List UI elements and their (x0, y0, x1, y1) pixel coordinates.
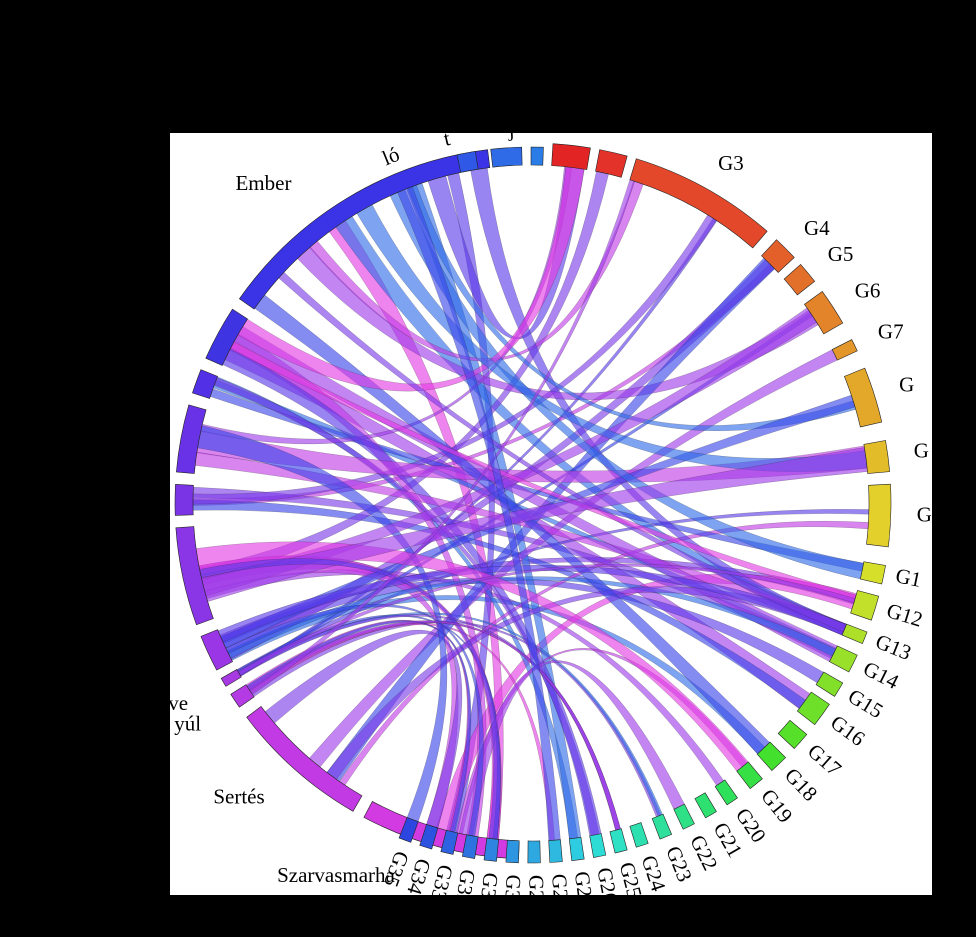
segment-label: ló (379, 142, 403, 170)
genotype-segment (863, 440, 890, 474)
top-segment (530, 146, 544, 166)
genotype-segment (483, 837, 499, 862)
genotype-segment (651, 813, 673, 840)
segment-label: G1 (894, 563, 924, 592)
segment-label: G28 (547, 873, 573, 895)
host-segment (200, 629, 233, 671)
segment-label: Ember (235, 171, 291, 195)
genotype-segment (756, 741, 786, 771)
host-segment (220, 669, 242, 687)
segment-label: G27 (570, 870, 599, 895)
genotype-segment (505, 839, 520, 864)
genotype-segment (804, 290, 844, 335)
host-segment (176, 404, 207, 474)
genotype-segment (783, 264, 816, 296)
genotype-segment (777, 719, 808, 749)
segment-label: G (899, 373, 914, 397)
genotype-segment (831, 339, 858, 361)
genotype-segment (440, 829, 459, 855)
segment-label: G14 (860, 656, 904, 694)
genotype-segment (859, 561, 886, 585)
top-segment (490, 146, 523, 168)
genotype-segment (551, 143, 591, 170)
genotype-segment (829, 645, 858, 673)
genotype-segment (841, 623, 868, 645)
segment-label: Sertés (213, 785, 264, 809)
genotype-segment (673, 803, 695, 830)
segment-label: dve (170, 691, 188, 715)
segment-label: yúl (174, 711, 201, 735)
segment-label: G12 (884, 598, 926, 632)
segment-label: t (441, 133, 452, 151)
genotype-segment (736, 761, 763, 790)
genotype-segment (595, 149, 628, 178)
segment-label: G16 (826, 710, 869, 751)
host-segment (205, 308, 248, 366)
genotype-segment (548, 839, 563, 863)
genotype-segment (843, 367, 883, 428)
genotype-segment (815, 671, 844, 697)
genotype-segment (796, 691, 830, 726)
chord-ribbon (248, 622, 555, 841)
genotype-segment (629, 158, 768, 249)
genotype-segment (461, 834, 479, 859)
segments-layer (174, 143, 892, 864)
top-segment (456, 151, 479, 173)
genotype-segment (568, 836, 585, 862)
genotype-segment (850, 590, 880, 621)
host-segment (230, 684, 255, 708)
segment-label: G31 (475, 871, 503, 895)
segment-label: G3 (718, 151, 744, 175)
segment-label: Szarvasmarha (277, 863, 395, 887)
segment-label: G4 (804, 216, 830, 240)
genotype-segment (398, 817, 419, 843)
ribbons-layer (192, 166, 870, 841)
genotype-segment (419, 824, 439, 850)
segment-label: G6 (855, 279, 881, 303)
genotype-segment (761, 239, 795, 273)
segment-label: G2 (619, 133, 645, 137)
segment-label: G26 (592, 865, 622, 895)
chord-diagram: EmberérődzőutyaóarmdveyúlSertésSzarvasma… (170, 133, 932, 895)
genotype-segment (629, 822, 649, 848)
genotype-segment (609, 828, 628, 854)
genotype-segment (866, 483, 892, 548)
segment-label: G5 (828, 242, 854, 266)
segment-label: G30 (500, 874, 526, 895)
segment-label: G29 (524, 875, 548, 895)
genotype-segment (589, 833, 607, 858)
segment-label: G7 (878, 320, 904, 344)
host-segment (175, 526, 214, 626)
chord-diagram-panel: EmberérődzőutyaóarmdveyúlSertésSzarvasma… (170, 133, 932, 895)
segment-label: G (917, 502, 932, 526)
host-segment (174, 484, 194, 516)
genotype-segment (714, 779, 738, 806)
segment-label: j (507, 133, 515, 142)
genotype-segment (527, 840, 541, 864)
segment-label: G (914, 438, 929, 462)
host-segment (192, 369, 219, 399)
genotype-segment (694, 792, 717, 819)
host-segment (246, 705, 363, 812)
